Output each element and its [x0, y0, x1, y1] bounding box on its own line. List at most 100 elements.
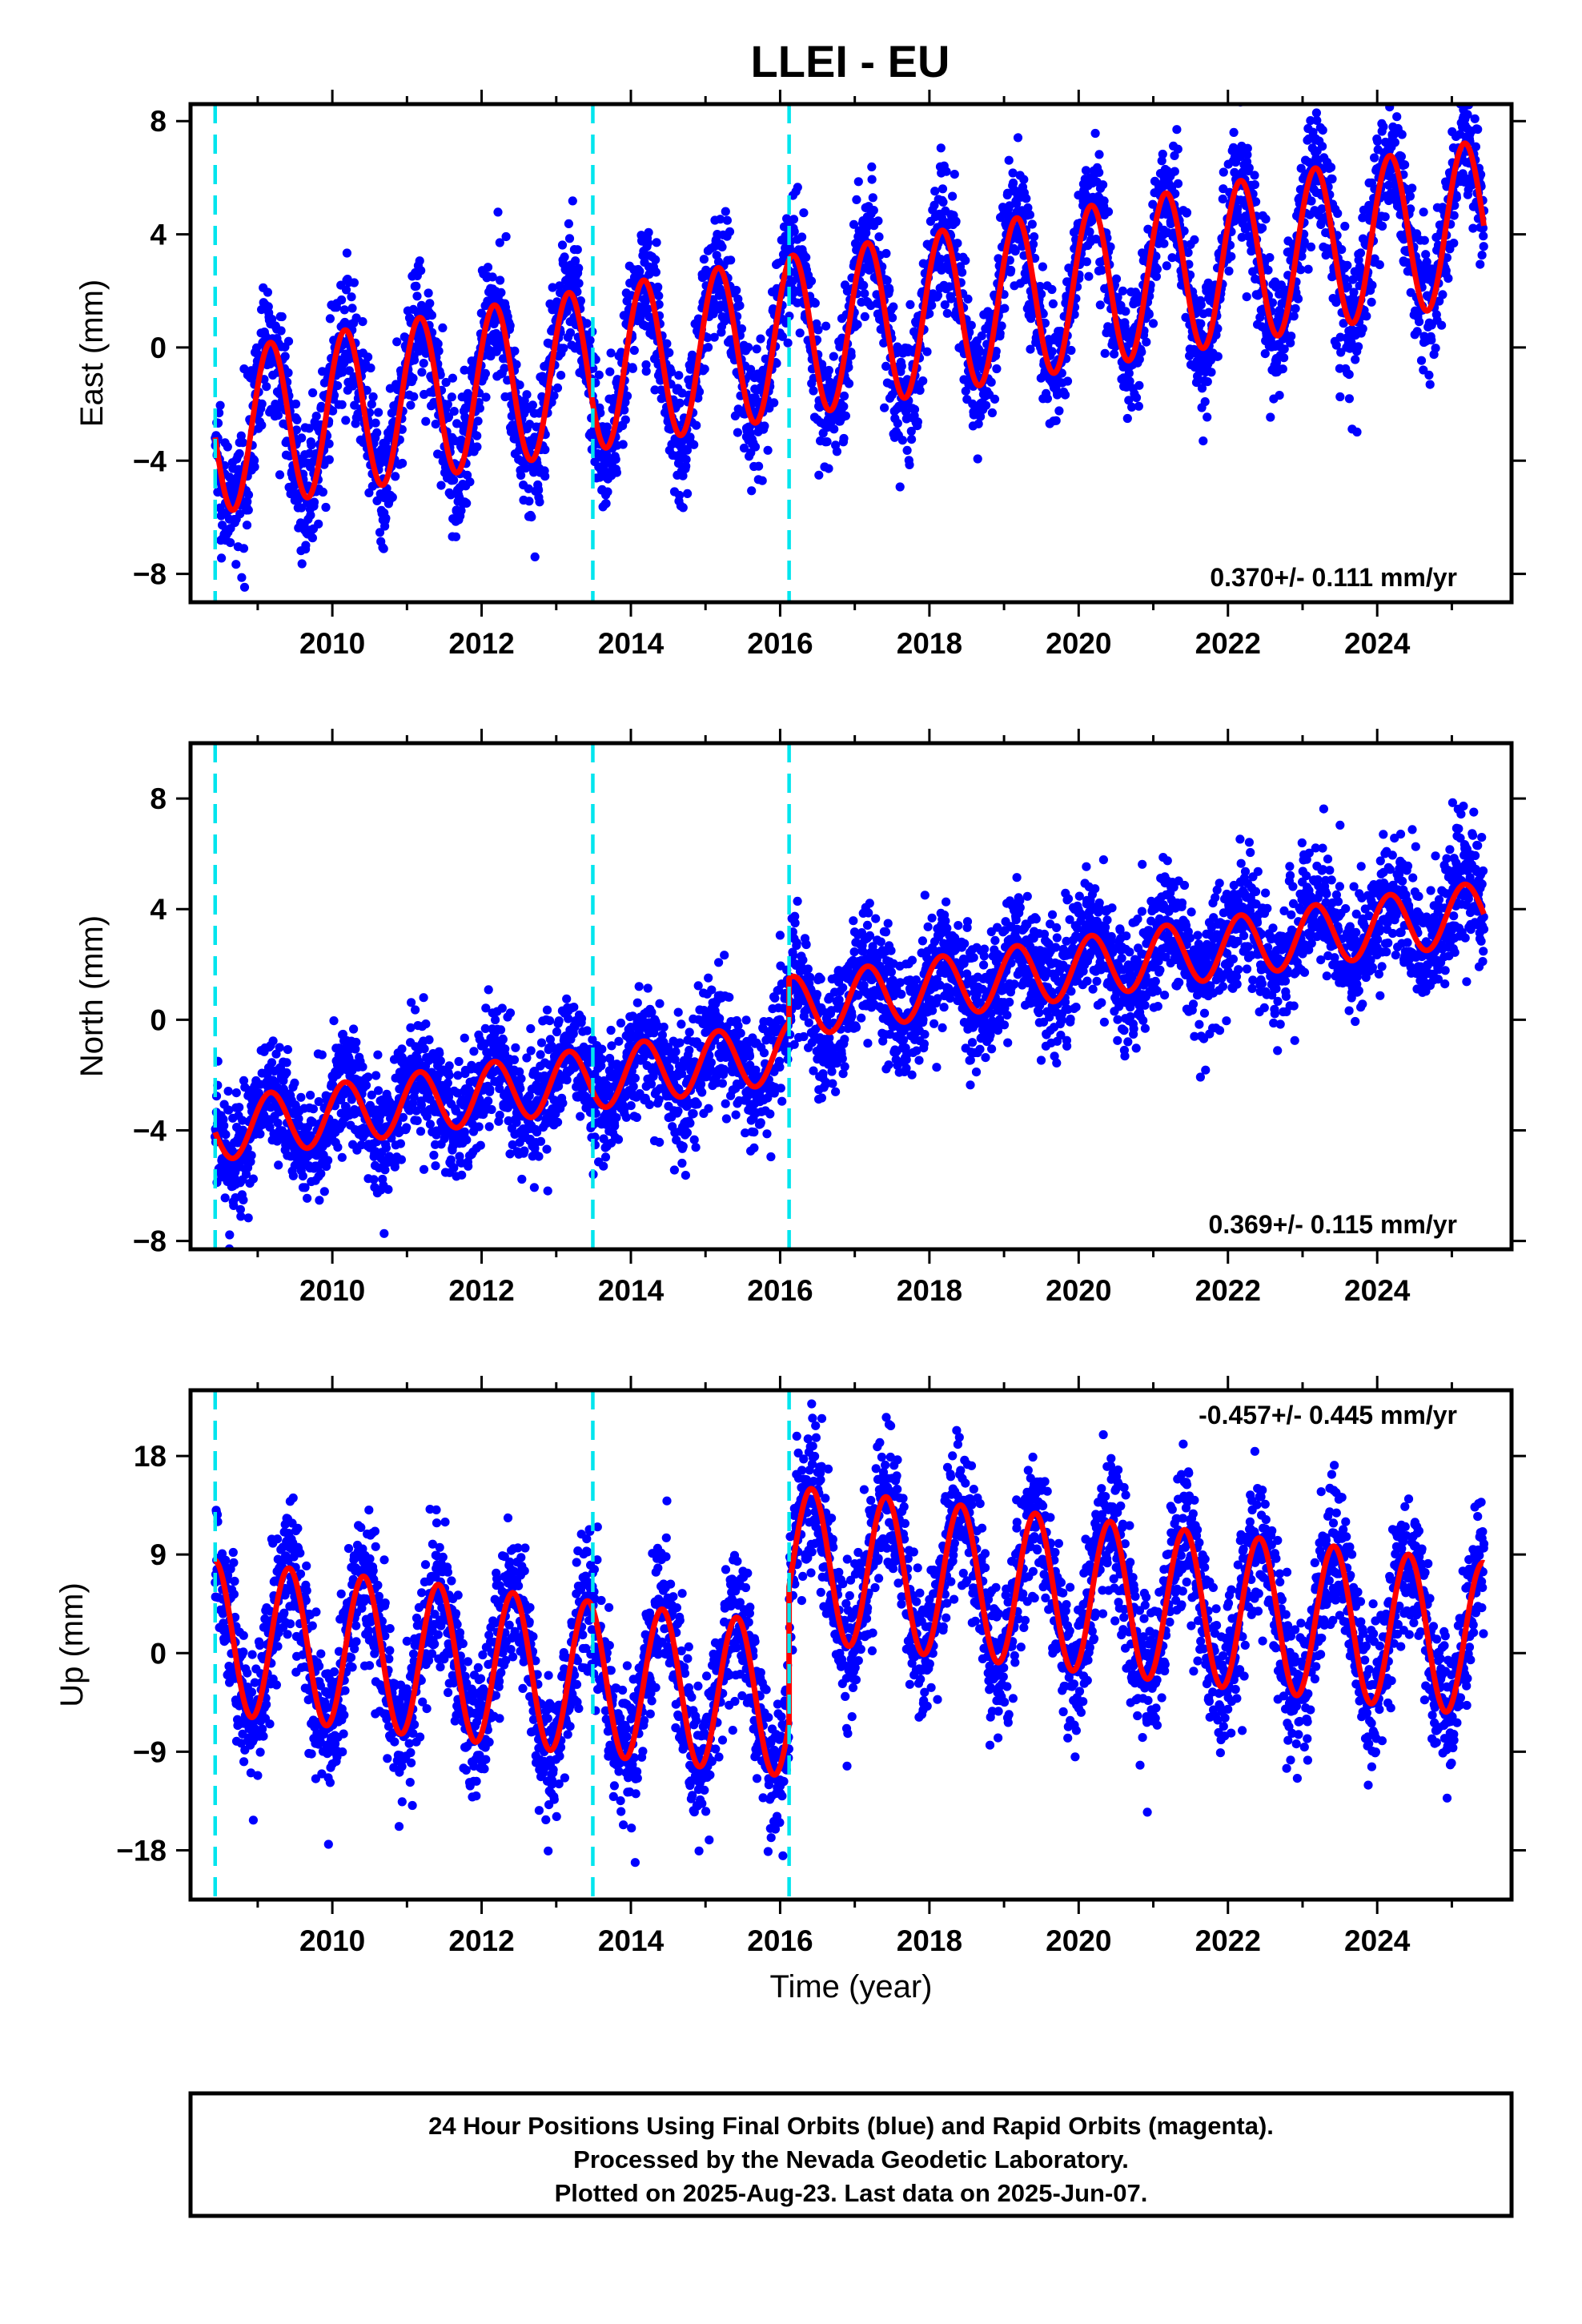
data-point	[1355, 248, 1366, 258]
data-point	[347, 292, 356, 302]
data-point	[938, 184, 948, 194]
data-point	[237, 573, 247, 582]
data-point	[1460, 94, 1468, 103]
data-point	[1266, 412, 1275, 422]
data-point	[897, 361, 906, 371]
data-point	[1421, 250, 1431, 259]
data-point	[958, 267, 967, 277]
data-point	[275, 1043, 284, 1052]
data-point	[1449, 239, 1459, 248]
data-point	[1392, 112, 1402, 122]
data-point	[225, 1230, 235, 1240]
data-point	[274, 1160, 283, 1170]
data-point	[472, 431, 482, 440]
data-point	[433, 339, 443, 348]
data-point	[611, 455, 620, 464]
x-tick-label: 2010	[299, 627, 365, 660]
data-point	[456, 435, 466, 445]
y-tick-label: 4	[150, 219, 167, 251]
data-point	[275, 470, 285, 480]
data-point	[635, 267, 644, 276]
data-point	[315, 1196, 324, 1205]
data-point	[296, 1092, 306, 1102]
rate-label: 0.370+/- 0.111 mm/yr	[1210, 563, 1457, 592]
data-point	[961, 255, 970, 265]
data-point	[726, 255, 736, 265]
data-point	[995, 328, 1005, 338]
data-point	[235, 1103, 244, 1112]
data-point	[449, 476, 459, 485]
data-point	[860, 312, 869, 321]
data-point	[1054, 406, 1064, 416]
data-point	[324, 455, 334, 464]
data-point	[308, 1104, 318, 1114]
data-point	[527, 513, 536, 522]
data-point	[496, 287, 506, 297]
data-point	[549, 391, 559, 400]
data-point	[1148, 319, 1158, 328]
data-point	[298, 1172, 307, 1181]
data-point	[1287, 332, 1296, 341]
data-point	[852, 195, 861, 204]
panels: 2010 2012 2014 2016 2018 2020 2022 2024−8−4048E…	[54, 90, 1526, 2004]
data-point	[1152, 264, 1162, 274]
data-point	[1367, 280, 1377, 290]
data-point	[795, 328, 805, 338]
data-point	[552, 383, 563, 392]
x-tick-label: 2018	[897, 627, 962, 660]
data-point	[1470, 93, 1479, 102]
panel-east: 2010 2012 2014 2016 2018 2020 2022 2024−8−4048E…	[74, 90, 1526, 660]
data-point	[379, 1228, 389, 1238]
data-point	[409, 356, 420, 365]
data-point	[1048, 299, 1058, 308]
data-point	[273, 411, 283, 420]
data-point	[540, 472, 550, 481]
data-point	[1019, 175, 1029, 184]
data-point	[392, 337, 402, 347]
data-point	[438, 323, 448, 332]
data-point	[1134, 380, 1144, 390]
data-point	[1243, 143, 1252, 153]
data-point	[219, 1121, 229, 1131]
data-point	[528, 400, 538, 410]
data-point	[1275, 391, 1284, 400]
data-point	[644, 227, 653, 237]
data-point	[308, 388, 318, 398]
data-point	[328, 406, 338, 416]
data-point	[1094, 150, 1104, 159]
data-point	[950, 170, 959, 179]
data-point	[1142, 337, 1151, 347]
data-point	[1354, 342, 1363, 352]
data-point	[799, 208, 809, 218]
data-point	[1291, 304, 1300, 313]
data-point	[1213, 352, 1223, 361]
data-point	[288, 1171, 298, 1180]
data-point	[372, 496, 382, 506]
data-point	[424, 288, 433, 298]
data-point	[643, 238, 653, 247]
data-point	[472, 442, 482, 452]
data-point	[323, 1156, 333, 1165]
data-point	[535, 497, 544, 507]
data-point	[732, 285, 741, 296]
data-point	[814, 470, 824, 480]
x-tick-label: 2016	[747, 627, 813, 660]
data-point	[396, 1155, 406, 1164]
data-point	[231, 1088, 241, 1098]
data-point	[1025, 210, 1034, 219]
data-point	[754, 461, 764, 471]
data-point	[291, 425, 301, 435]
data-point	[1261, 215, 1271, 224]
data-point	[681, 455, 691, 464]
data-point	[1038, 262, 1047, 271]
data-point	[443, 400, 452, 409]
data-point	[325, 314, 335, 324]
x-tick-label: 2024	[1344, 627, 1411, 660]
data-point	[383, 1184, 393, 1194]
data-point	[319, 1187, 329, 1196]
data-point	[1090, 128, 1100, 139]
data-point	[316, 401, 326, 411]
data-point	[350, 400, 359, 410]
data-point	[601, 499, 611, 509]
data-point	[973, 454, 982, 464]
